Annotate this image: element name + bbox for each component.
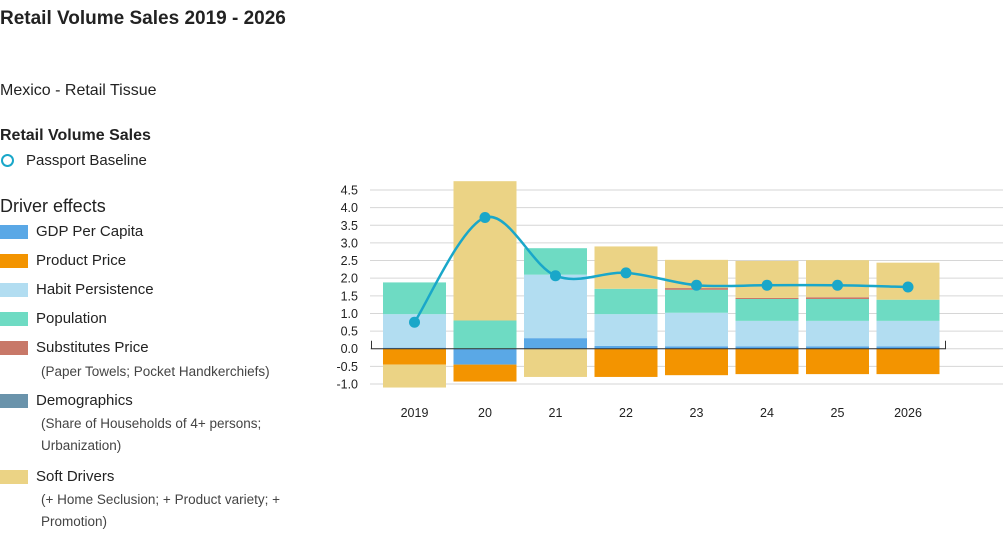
bar-segment <box>665 346 728 349</box>
bar-segment <box>665 312 728 347</box>
product-price-swatch-icon <box>0 253 28 268</box>
legend-item-label: Soft Drivers <box>36 468 115 485</box>
legend-item-soft-drivers[interactable]: Soft Drivers <box>0 468 114 485</box>
bar-segment <box>735 260 799 298</box>
bar-segment <box>665 289 728 313</box>
baseline-point <box>691 279 702 291</box>
x-tick-label: 24 <box>760 406 774 420</box>
y-tick-label: 3.0 <box>341 236 358 250</box>
page-subtitle: Mexico - Retail Tissue <box>0 82 157 99</box>
y-tick-label: 1.0 <box>341 307 358 321</box>
legend-item-label: Product Price <box>36 252 127 269</box>
bar-segment <box>383 364 446 388</box>
gdp-swatch-icon <box>0 224 28 239</box>
legend-item-label: Substitutes Price <box>36 339 149 356</box>
population-swatch-icon <box>0 311 28 326</box>
bar-segment <box>453 364 517 382</box>
bar-segment <box>735 320 799 347</box>
bar-segment <box>806 297 869 299</box>
bar-segment <box>735 298 799 321</box>
legend-item-gdp-per-capita[interactable]: GDP Per Capita <box>0 223 143 240</box>
x-tick-label: 20 <box>478 406 492 420</box>
demographics-swatch-icon <box>0 393 28 408</box>
bar-segment <box>524 338 587 349</box>
x-tick-label: 25 <box>831 406 845 420</box>
bar-segment <box>735 348 799 375</box>
bar-segment <box>383 348 446 365</box>
legend-item-label: Habit Persistence <box>36 281 154 298</box>
baseline-point <box>902 281 914 293</box>
legend-item-label: GDP Per Capita <box>36 223 144 240</box>
bar-segment <box>806 298 869 321</box>
baseline-point <box>550 270 561 282</box>
bar-segment <box>806 348 869 375</box>
legend-item-label: Passport Baseline <box>26 152 147 169</box>
legend-note-demographics: (Share of Households of 4+ persons; Urba… <box>41 416 262 453</box>
legend-item-demographics[interactable]: Demographics <box>0 392 133 409</box>
x-tick-label: 21 <box>549 406 563 420</box>
legend-item-substitutes-price[interactable]: Substitutes Price <box>0 339 149 356</box>
bar-segment <box>876 320 940 347</box>
baseline-point <box>479 212 491 224</box>
bar-segment <box>735 297 799 299</box>
y-tick-label: 1.5 <box>341 289 358 303</box>
bar-segment <box>453 181 517 321</box>
legend-note-substitutes: (Paper Towels; Pocket Handkerchiefs) <box>41 364 270 379</box>
baseline-point <box>409 316 420 328</box>
y-tick-label: 4.0 <box>341 201 358 215</box>
legend-note-soft-drivers: (+ Home Seclusion; + Product variety; + … <box>41 492 280 529</box>
legend-item-passport-baseline[interactable]: Passport Baseline <box>0 152 147 169</box>
legend-item-habit-persistence[interactable]: Habit Persistence <box>0 281 154 298</box>
y-tick-label: -1.0 <box>336 378 358 392</box>
x-tick-label: 22 <box>619 406 633 420</box>
bar-segment <box>735 346 799 349</box>
legend-item-label: Population <box>36 310 107 327</box>
habit-swatch-icon <box>0 282 28 297</box>
soft-drivers-swatch-icon <box>0 469 28 484</box>
page-title: Retail Volume Sales 2019 - 2026 <box>0 8 286 29</box>
bar-segment <box>594 288 658 315</box>
bar-segment <box>876 346 940 349</box>
y-tick-label: 3.5 <box>341 219 358 233</box>
bar-segment <box>876 348 940 375</box>
x-tick-label: 2019 <box>401 406 429 420</box>
bar-segment <box>524 348 587 377</box>
bar-segment <box>383 347 446 349</box>
y-tick-label: 0.5 <box>341 325 358 339</box>
bar-segment <box>806 260 869 298</box>
bar-segment <box>453 320 517 349</box>
y-tick-label: 4.5 <box>341 184 358 198</box>
legend-bar-section-title: Driver effects <box>0 196 106 216</box>
bar-segment <box>453 348 517 365</box>
y-tick-label: 2.5 <box>341 254 358 268</box>
bar-segment <box>524 274 587 339</box>
legend-item-population[interactable]: Population <box>0 310 107 327</box>
baseline-point <box>761 279 773 291</box>
baseline-point <box>832 279 843 291</box>
bar-segment <box>876 262 940 300</box>
bar-segment <box>806 346 869 349</box>
substitutes-swatch-icon <box>0 340 28 355</box>
bar-segment <box>806 320 869 347</box>
bar-segment <box>665 348 728 376</box>
legend-line-section-title: Retail Volume Sales <box>0 127 151 144</box>
bar-segment <box>594 345 658 349</box>
bar-segment <box>594 314 658 346</box>
x-tick-label: 2026 <box>894 406 922 420</box>
y-tick-label: -0.5 <box>336 360 358 374</box>
y-tick-label: 0.0 <box>341 342 358 356</box>
x-tick-label: 23 <box>690 406 704 420</box>
legend-item-label: Demographics <box>36 392 133 409</box>
bar-segment <box>594 348 658 377</box>
legend-item-product-price[interactable]: Product Price <box>0 252 126 269</box>
y-tick-label: 2.0 <box>341 272 358 286</box>
bar-segment <box>876 299 940 321</box>
bar-segment <box>383 282 446 315</box>
baseline-point <box>620 267 632 279</box>
baseline-marker-icon <box>1 154 14 167</box>
